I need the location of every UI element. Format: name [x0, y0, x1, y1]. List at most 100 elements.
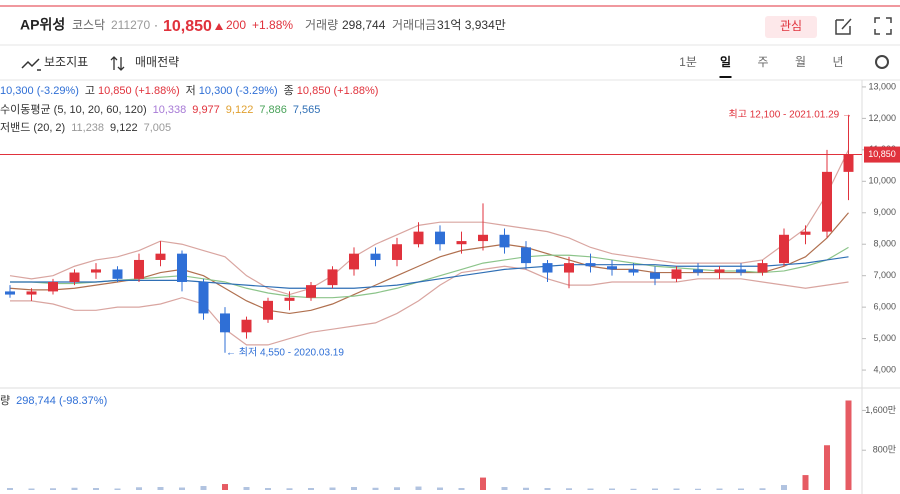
volume-bar [716, 488, 723, 490]
period-tab[interactable]: 일 [720, 55, 731, 69]
ma-legend: 수이동평균 (5, 10, 20, 60, 120) 10,338 9,977 9,1… [0, 103, 320, 116]
candle-body [607, 266, 617, 270]
stock-name: AP위성 [20, 17, 65, 33]
volume-bar [695, 488, 701, 490]
volume-bar [587, 488, 594, 490]
period-tab[interactable]: 월 [795, 55, 806, 69]
volume: 298,744 [342, 18, 386, 32]
volume-bar [329, 487, 336, 490]
candle-body [26, 291, 37, 295]
volume-bar [437, 487, 443, 490]
low-value: 10,300 (-3.29%) [199, 85, 278, 97]
volume-bar [523, 487, 529, 490]
candle-body [91, 269, 101, 273]
period-tabs: 1분 일 주 월 년 [679, 55, 844, 78]
candle-body [456, 241, 467, 245]
y-tick-label: 800만 [873, 445, 896, 455]
bb-value: 11,238 [71, 122, 104, 134]
open-value: 10,300 (-3.29%) [0, 85, 79, 97]
candle-body [220, 313, 230, 333]
y-tick-label: 12,000 [868, 113, 896, 123]
y-tick-label: 13,000 [868, 81, 896, 91]
volume-bar [415, 486, 422, 490]
candle-body [693, 269, 703, 273]
ma-value: 7,886 [259, 104, 287, 116]
volume-bar [759, 488, 766, 490]
low-label: 저 [186, 84, 196, 97]
volume-bar [7, 488, 13, 490]
close-label: 종 [284, 85, 294, 97]
candle-body [757, 263, 768, 273]
indicator-icon[interactable] [21, 58, 41, 71]
candle-body [349, 253, 359, 270]
candle-body [435, 231, 445, 245]
header-icons[interactable] [835, 17, 892, 35]
candle-body [822, 171, 832, 232]
ma-value: 7,565 [293, 104, 321, 116]
volume-bar [845, 400, 852, 490]
volume-bar [566, 488, 572, 490]
amount-label: 거래대금 [392, 18, 436, 32]
volume-bar [738, 488, 744, 490]
low-annotation: ← 최저 4,550 - 2020.03.19 [226, 347, 344, 359]
candle-body [155, 253, 166, 260]
candle-body [843, 154, 854, 172]
candle-body [69, 272, 80, 282]
volume-bar [222, 484, 228, 490]
candle-body [499, 234, 510, 248]
candle-body [714, 269, 725, 273]
candle-body [800, 231, 811, 235]
high-annotation: 최고 12,100 - 2021.01.29 → [729, 109, 852, 121]
ma-value: 10,338 [153, 104, 187, 116]
amount: 31억 3,934만 [437, 18, 506, 32]
settings-icon[interactable] [875, 55, 889, 69]
volume-bar [179, 487, 185, 490]
indicators-button[interactable]: 보조지표 [44, 55, 88, 69]
volume-bar [781, 485, 787, 490]
candle-body [327, 269, 338, 286]
volume-bar [265, 488, 271, 490]
candle-body [392, 244, 402, 260]
current-price-box [864, 146, 900, 163]
period-tab[interactable]: 1분 [679, 55, 697, 69]
close-value: 10,850 (+1.88%) [297, 85, 379, 97]
volume-bar [71, 487, 78, 490]
change: 200 [226, 18, 246, 32]
volume-legend-label: 량 [0, 394, 10, 407]
volume-bar [136, 487, 142, 490]
volume-bar [544, 488, 551, 490]
y-tick-label: 6,000 [873, 302, 896, 312]
high-label: 고 [85, 85, 95, 97]
y-tick-label: 9,000 [873, 207, 896, 217]
strategy-icon[interactable] [110, 56, 125, 71]
watch-button[interactable] [765, 16, 817, 38]
volume-bar [824, 445, 830, 490]
candle-body [263, 300, 273, 320]
candle-body [585, 263, 596, 267]
candle-body [177, 253, 187, 282]
watch-text[interactable]: 관심 [780, 19, 802, 33]
volume-bar [630, 488, 637, 490]
strategy-button[interactable]: 매매전략 [135, 55, 179, 69]
volume-bar [28, 488, 35, 490]
candle-body [5, 291, 15, 295]
period-tab[interactable]: 주 [757, 55, 768, 69]
dot: · [154, 18, 158, 32]
y-tick-label: 7,000 [873, 270, 896, 280]
volume-legend-value: 298,744 (-98.37%) [16, 395, 107, 407]
y-tick-label: 8,000 [873, 239, 896, 249]
candle-body [478, 234, 488, 242]
y-tick-label: 5,000 [873, 333, 896, 343]
change-pct: +1.88% [252, 18, 293, 32]
indicator-line [10, 265, 849, 346]
volume-bar [351, 487, 357, 490]
indicator-line [10, 256, 849, 289]
indicator-line [10, 246, 849, 299]
candle-body [306, 285, 316, 298]
volume-bar [673, 488, 680, 490]
volume-bar [609, 488, 615, 490]
period-tab[interactable]: 년 [832, 55, 843, 69]
volume-legend: 량 298,744 (-98.37%) [0, 394, 107, 407]
volume-bar [372, 487, 379, 490]
volume-bar [157, 487, 164, 490]
